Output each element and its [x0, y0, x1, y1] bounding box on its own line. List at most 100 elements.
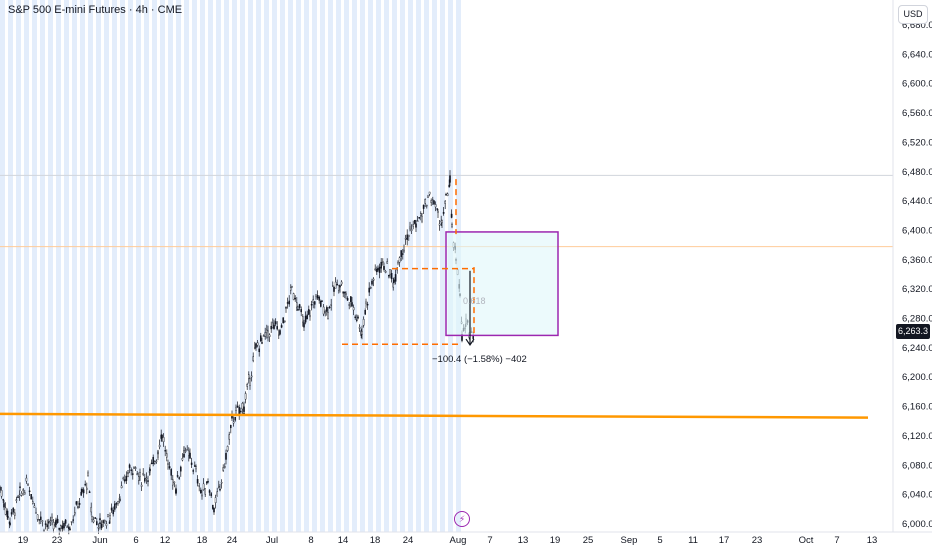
session-band — [408, 0, 413, 532]
candle-body — [430, 200, 433, 203]
candle-body — [400, 250, 403, 257]
zone-rectangle — [445, 231, 559, 337]
candle-body — [321, 300, 323, 302]
candle-body — [226, 446, 229, 451]
candle-body — [410, 229, 413, 231]
candle-body — [84, 483, 86, 486]
exchange-label: CME — [157, 4, 183, 16]
candle-body — [95, 521, 98, 526]
candle-body — [109, 515, 111, 520]
candle-body — [22, 489, 25, 491]
candle-body — [100, 523, 103, 529]
candle-body — [365, 301, 367, 304]
symbol-name: S&P 500 E-mini Futures — [8, 4, 126, 16]
candle-body — [256, 342, 259, 346]
candle-body — [168, 466, 171, 469]
candle-body — [164, 450, 167, 452]
candle-body — [69, 528, 71, 531]
price-axis: 6,680.0 6,640.0 6,600.0 6,560.0 6,520.0 6,480… — [902, 20, 932, 530]
time-tick-label: Jul — [266, 535, 278, 546]
session-band — [248, 0, 253, 532]
candle-body — [46, 524, 48, 528]
candle-body — [103, 520, 106, 523]
candle-body — [30, 494, 33, 500]
candle-body — [152, 457, 155, 464]
candle-body — [112, 509, 114, 515]
price-tick-label: 6,200.0 — [902, 372, 932, 383]
candle-body — [147, 480, 149, 482]
candle-body — [175, 489, 177, 494]
candle-body — [236, 405, 239, 408]
candle-body — [416, 220, 419, 222]
session-band — [400, 0, 405, 532]
candle-body — [105, 523, 108, 526]
candle-body — [217, 485, 220, 488]
candle-body — [225, 453, 227, 460]
candle-body — [189, 452, 191, 459]
session-band — [440, 0, 445, 532]
candle-body — [122, 477, 124, 480]
candle-body — [249, 378, 251, 386]
candle-body — [162, 437, 165, 442]
currency-button[interactable]: USD — [898, 5, 928, 24]
candle-body — [150, 462, 153, 465]
candle-body — [117, 501, 119, 504]
chart-title: S&P 500 E-mini Futures · 4h · CME — [8, 4, 182, 16]
candle-body — [202, 483, 205, 490]
candle-body — [290, 287, 292, 291]
candle-body — [433, 200, 435, 205]
candle-body — [222, 467, 225, 471]
candle-body — [338, 284, 340, 291]
candle-body — [214, 497, 217, 504]
candle-body — [437, 211, 439, 213]
candle-body — [344, 291, 346, 294]
session-band — [192, 0, 197, 532]
candle-body — [108, 521, 111, 524]
candle-body — [119, 499, 121, 501]
measure-label: −100.4 (−1.58%) −402 — [432, 354, 527, 365]
candle-body — [436, 208, 439, 210]
candle-body — [10, 512, 13, 515]
lightning-icon[interactable]: ⚡ — [454, 511, 470, 527]
candle-body — [0, 486, 1, 491]
candle-body — [113, 503, 116, 510]
candle-body — [294, 297, 297, 300]
price-tick-label: 6,000.0 — [902, 519, 932, 530]
candle-body — [285, 307, 287, 309]
candle-body — [102, 520, 104, 524]
candle-body — [43, 530, 45, 532]
candle-body — [336, 283, 339, 286]
session-band — [296, 0, 301, 532]
candle-body — [422, 204, 425, 209]
session-band — [376, 0, 381, 532]
session-band — [304, 0, 309, 532]
candle-body — [75, 501, 78, 505]
measure-arrow-head — [465, 338, 475, 347]
time-tick-label: 23 — [752, 535, 763, 546]
candle-body — [350, 296, 352, 302]
candle-body — [110, 507, 113, 511]
session-band — [368, 0, 373, 532]
candle-body — [253, 347, 256, 350]
candle-body — [451, 224, 453, 227]
session-band — [104, 0, 109, 532]
time-tick-label: Aug — [450, 535, 467, 546]
candle-body — [309, 315, 311, 318]
candle-body — [133, 467, 135, 469]
candle-body — [308, 309, 310, 315]
candle-body — [134, 467, 137, 469]
candle-body — [333, 286, 335, 292]
candle-body — [358, 326, 361, 329]
candle-body — [442, 212, 445, 214]
candle-body — [380, 261, 383, 269]
session-band — [288, 0, 293, 532]
fib-ratio-label: 0.618 — [463, 296, 486, 306]
candle-body — [446, 193, 449, 196]
candle-body — [388, 274, 390, 277]
drawing-tools — [0, 179, 869, 419]
session-band — [264, 0, 269, 532]
candle-body — [394, 274, 397, 282]
candle-body — [99, 522, 101, 525]
candle-body — [6, 510, 8, 517]
